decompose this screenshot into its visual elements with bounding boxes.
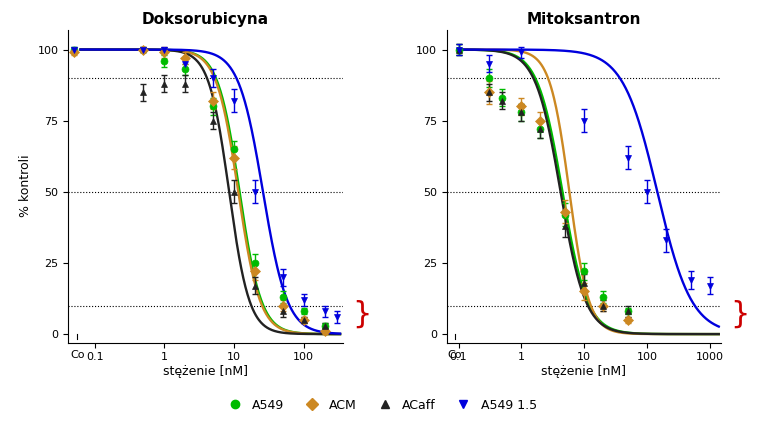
Text: Co: Co bbox=[448, 350, 462, 360]
Legend: A549, ACM, ACaff, A549 1.5: A549, ACM, ACaff, A549 1.5 bbox=[217, 394, 542, 417]
Title: Doksorubicyna: Doksorubicyna bbox=[142, 12, 269, 27]
Text: }: } bbox=[731, 300, 750, 329]
Text: }: } bbox=[352, 300, 372, 329]
Text: Co: Co bbox=[70, 350, 85, 360]
Y-axis label: % kontroli: % kontroli bbox=[19, 155, 32, 217]
Title: Mitoksantron: Mitoksantron bbox=[527, 12, 641, 27]
X-axis label: stężenie [nM]: stężenie [nM] bbox=[163, 365, 248, 378]
X-axis label: stężenie [nM]: stężenie [nM] bbox=[541, 365, 626, 378]
